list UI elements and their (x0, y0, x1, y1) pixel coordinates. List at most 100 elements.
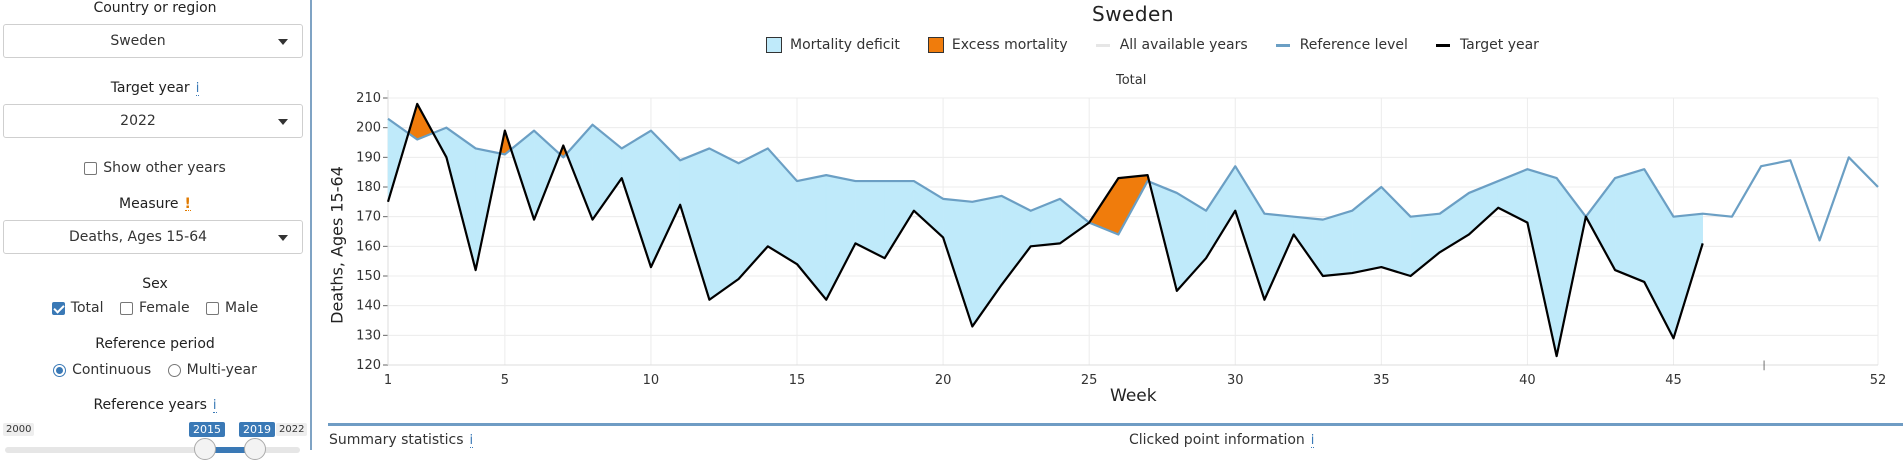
x-tick-label: 5 (501, 373, 509, 388)
radio-selected-icon (53, 363, 67, 377)
mortality-deficit-area (1614, 168, 1645, 283)
legend-line (1435, 43, 1450, 47)
x-tick-label: 1 (384, 373, 392, 388)
x-tick-label: 40 (1519, 373, 1536, 388)
show-other-years-row: Show other years (0, 160, 310, 179)
legend-line (1095, 43, 1110, 47)
target-year-label: Target year i (110, 80, 200, 96)
x-tick-label: 35 (1373, 373, 1390, 388)
mortality-deficit-area (709, 148, 739, 301)
y-tick-label: 150 (356, 269, 381, 284)
info-icon[interactable]: i (212, 398, 217, 413)
mortality-deficit-area (1059, 198, 1090, 244)
legend-item-excess[interactable]: Excess mortality (927, 37, 1068, 53)
mortality-deficit-area (1205, 165, 1236, 260)
measure-select[interactable]: Deaths, Ages 15-64 (3, 220, 303, 254)
reference-years-label: Reference years i (93, 397, 217, 413)
mortality-deficit-area (1527, 168, 1557, 357)
chevron-down-icon (278, 235, 288, 241)
measure-value: Deaths, Ages 15-64 (68, 229, 208, 245)
slider-max-label: 2022 (276, 423, 308, 436)
sidebar: Country or region Sweden Target year i 20… (0, 0, 312, 460)
legend-item-deficit[interactable]: Mortality deficit (766, 37, 900, 53)
legend-item-reference[interactable]: Reference level (1275, 37, 1408, 53)
sex-male-checkbox[interactable]: Male (206, 300, 258, 316)
y-tick-label: 180 (356, 180, 381, 195)
warning-icon[interactable]: ! (184, 196, 191, 212)
mortality-deficit-area (1264, 213, 1294, 300)
y-tick-label: 140 (356, 299, 381, 314)
slider-to-label: 2019 (239, 422, 275, 437)
reference-period-options: Continuous Multi-year (0, 362, 310, 381)
mortality-deficit-area (1468, 180, 1499, 236)
y-tick-label: 210 (356, 91, 381, 106)
target-year-value: 2022 (120, 113, 156, 129)
chart-subtitle: Total (1116, 73, 1147, 88)
slider-from-label: 2015 (189, 422, 225, 437)
target-year-line (386, 102, 1704, 358)
x-tick-label: 10 (643, 373, 660, 388)
checkbox-icon (119, 301, 133, 315)
legend-swatch (766, 37, 782, 53)
chart-legend: Mortality deficit Excess mortality All a… (766, 36, 1567, 54)
sex-total-checkbox[interactable]: Total (51, 300, 104, 316)
info-icon[interactable]: i (195, 81, 200, 96)
mortality-deficit-area (533, 130, 561, 220)
checkbox-icon (206, 301, 220, 315)
show-other-years-checkbox[interactable]: Show other years (84, 160, 226, 176)
country-value: Sweden (110, 33, 166, 49)
y-tick-label: 160 (356, 239, 381, 254)
legend-item-target[interactable]: Target year (1435, 37, 1539, 53)
x-axis-label: Week (1110, 386, 1157, 406)
y-tick-label: 130 (356, 328, 381, 343)
mortality-deficit-area (592, 124, 622, 221)
checkbox-checked-icon (51, 301, 65, 315)
measure-label: Measure! (119, 196, 191, 212)
info-icon[interactable]: i (469, 433, 474, 448)
x-tick-label: 20 (935, 373, 952, 388)
x-tick-label: 52 (1870, 373, 1887, 388)
slider-to-handle[interactable] (244, 438, 266, 460)
sex-options: Total Female Male (0, 300, 310, 319)
mortality-deficit-area (446, 127, 476, 271)
summary-statistics-label: Summary statistics i (329, 432, 474, 448)
legend-item-all-years[interactable]: All available years (1095, 37, 1248, 53)
x-tick-label: 30 (1227, 373, 1244, 388)
y-tick-label: 190 (356, 150, 381, 165)
reference-period-label: Reference period (95, 336, 215, 352)
mortality-deficit-area (1410, 213, 1441, 277)
sex-female-checkbox[interactable]: Female (119, 300, 190, 316)
mortality-deficit-area (1322, 210, 1353, 277)
info-icon[interactable]: i (1310, 433, 1315, 448)
radio-icon (167, 363, 181, 377)
x-tick-label: 15 (789, 373, 806, 388)
checkbox-icon (84, 161, 98, 175)
axis-annotation-mark: | (1762, 360, 1765, 371)
clicked-point-label: Clicked point information i (1129, 432, 1315, 448)
chart-title: Sweden (1092, 2, 1175, 26)
chevron-down-icon (278, 39, 288, 45)
country-label: Country or region (93, 0, 217, 16)
legend-line (1275, 43, 1290, 47)
mortality-deficit-area (942, 198, 973, 327)
chevron-down-icon (278, 119, 288, 125)
reference-multiyear-radio[interactable]: Multi-year (167, 362, 257, 378)
reference-level-line (387, 117, 1879, 242)
country-select[interactable]: Sweden (3, 24, 303, 58)
mortality-deficit-area (1235, 165, 1265, 300)
target-year-select[interactable]: 2022 (3, 104, 303, 138)
x-tick-label: 45 (1665, 373, 1682, 388)
show-other-years-label: Show other years (103, 160, 226, 176)
slider-min-label: 2000 (3, 423, 35, 436)
x-tick-label: 25 (1081, 373, 1098, 388)
mortality-deficit-area (679, 148, 710, 300)
y-tick-label: 170 (356, 210, 381, 225)
mortality-deficit-area (1556, 177, 1587, 357)
legend-swatch (927, 37, 944, 53)
slider-from-handle[interactable] (194, 438, 216, 460)
panel-divider (328, 423, 1903, 426)
y-tick-label: 200 (356, 121, 381, 136)
sex-label: Sex (142, 276, 168, 292)
reference-continuous-radio[interactable]: Continuous (53, 362, 151, 378)
